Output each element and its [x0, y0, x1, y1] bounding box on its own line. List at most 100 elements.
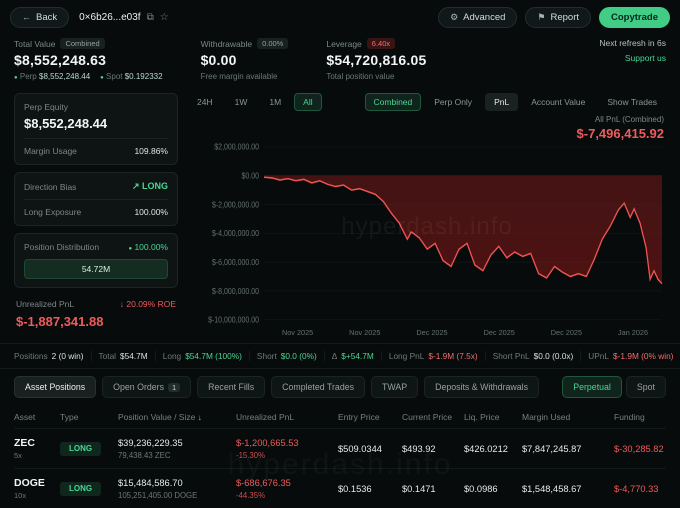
pnl-header-label: All PnL (Combined) [594, 115, 664, 124]
mode-pnl[interactable]: PnL [485, 93, 519, 111]
timeframe-1m[interactable]: 1M [260, 93, 290, 111]
column-header-type[interactable]: Type [60, 412, 118, 422]
summary-short: Short $0.0 (0%) [248, 351, 324, 361]
spot-value: $0.192332 [124, 72, 163, 81]
long-tag: LONG [60, 441, 102, 456]
tab-open-orders[interactable]: Open Orders 1 [102, 376, 192, 398]
tab-completed-trades[interactable]: Completed Trades [271, 376, 366, 398]
position-value-cell: $39,236,229.35 79,438.43 ZEC [118, 438, 236, 460]
current-price: $493.92 [402, 443, 436, 454]
sort-descending-icon: ↓ [197, 413, 202, 422]
timeframe-24h[interactable]: 24H [188, 93, 222, 111]
unrealized-pnl-cell: $-686,676.35 -44.35% [236, 478, 338, 500]
mode-perp-only[interactable]: Perp Only [425, 93, 481, 111]
position-distribution-card: Position Distribution ● 100.00% 54.72M [14, 233, 178, 288]
stat-leverage: Leverage 6.40x $54,720,816.05 Total posi… [326, 38, 426, 81]
chart-controls: 24H 1W 1M All Combined Perp Only PnL Account V… [188, 93, 666, 111]
margin-used: $1,548,458.67 [522, 483, 582, 494]
type-cell: LONG [60, 441, 118, 456]
spot-label: Spot [106, 72, 123, 81]
spot-dot-icon: ● [100, 75, 104, 81]
perp-equity-value: $8,552,248.44 [24, 116, 108, 131]
stats-right: Next refresh in 6s Support us [599, 38, 666, 63]
margin-used-cell: $7,847,245.87 [522, 444, 614, 454]
back-label: Back [36, 11, 58, 23]
tab-twap[interactable]: TWAP [371, 376, 419, 398]
column-header-position-value-size[interactable]: Position Value / Size ↓ [118, 412, 236, 422]
summary-value: $-1.9M (0% win) [613, 351, 674, 361]
copytrade-button[interactable]: Copytrade [599, 6, 670, 28]
asset-leverage: 10x [14, 491, 27, 500]
tab-recent-fills[interactable]: Recent Fills [197, 376, 266, 398]
asset-symbol: DOGE [14, 477, 45, 489]
y-axis-tick: $-4,000,000.00 [212, 229, 259, 239]
timeframe-group: 24H 1W 1M All [188, 93, 322, 111]
table-row-doge[interactable]: DOGE 10x LONG $15,484,586.70 105,251,405.00 … [14, 468, 666, 508]
column-header-label: Asset [14, 412, 36, 422]
column-header-unrealized-pnl[interactable]: Unrealized PnL [236, 412, 338, 422]
market-perpetual[interactable]: Perpetual [562, 376, 622, 398]
table-header: Asset Type Position Value / Size ↓ Unrealiz… [14, 405, 666, 428]
column-header-margin-used[interactable]: Margin Used [522, 412, 614, 422]
column-header-current-price[interactable]: Current Price [402, 412, 464, 422]
back-arrow-icon: ← [22, 12, 31, 22]
arrow-down-icon: ↓ [119, 299, 124, 309]
distribution-bar-label: 54.72M [81, 264, 111, 274]
timeframe-1w[interactable]: 1W [226, 93, 257, 111]
side-panel: Perp Equity $8,552,248.44 Margin Usage 1… [14, 93, 178, 341]
long-tag: LONG [60, 481, 102, 496]
mode-combined[interactable]: Combined [364, 93, 422, 111]
direction-bias-value: LONG [142, 181, 168, 191]
asset-leverage: 5x [14, 451, 22, 460]
table-row-zec[interactable]: ZEC 5x LONG $39,236,229.35 79,438.43 ZEC $-1,… [14, 428, 666, 468]
pnl-chart[interactable]: $2,000,000.00 $0.00 $-2,000,000.00 $-4,000,… [188, 141, 666, 328]
advanced-button[interactable]: ⚙ Advanced [438, 6, 518, 28]
long-exposure-label: Long Exposure [24, 207, 82, 217]
market-spot[interactable]: Spot [625, 376, 666, 398]
summary-short-pnl: Short PnL $0.0 (0.0x) [484, 351, 581, 361]
column-header-asset[interactable]: Asset [14, 412, 60, 422]
unrealized-pnl-card: Unrealized PnL ↓ 20.09% ROE $-1,887,341.… [14, 295, 178, 333]
summary-value: $0.0 (0.0x) [533, 351, 574, 361]
summary-label: Positions [14, 351, 48, 361]
copy-icon[interactable]: ⧉ [146, 11, 154, 23]
summary-total: Total $54.7M [90, 351, 155, 361]
combined-tag: Combined [60, 38, 105, 49]
tab-deposits-withdrawals[interactable]: Deposits & Withdrawals [424, 376, 539, 398]
y-axis-tick: $-8,000,000.00 [212, 286, 259, 296]
liq-price-cell: $0.0986 [464, 484, 522, 494]
mode-account-value[interactable]: Account Value [522, 93, 594, 111]
mode-show-trades[interactable]: Show Trades [598, 93, 666, 111]
timeframe-all[interactable]: All [294, 93, 322, 111]
tab-asset-positions[interactable]: Asset Positions [14, 376, 97, 398]
liq-price: $0.0986 [464, 483, 498, 494]
summary-value: 2 (0 win) [51, 351, 84, 361]
tab-label: Deposits & Withdrawals [435, 382, 528, 392]
report-button[interactable]: ⚑ Report [525, 6, 592, 28]
positions-summary-strip: Positions 2 (0 win) Total $54.7M Long $54.7M … [0, 343, 680, 369]
column-header-funding[interactable]: Funding [614, 412, 666, 422]
y-axis-tick: $-6,000,000.00 [212, 257, 259, 267]
margin-used: $7,847,245.87 [522, 443, 582, 454]
support-us-link[interactable]: Support us [624, 53, 666, 63]
table-body: ZEC 5x LONG $39,236,229.35 79,438.43 ZEC $-1,… [14, 428, 666, 508]
unrealized-pnl: $-1,200,665.53 [236, 437, 299, 448]
leverage-label: Leverage [326, 38, 362, 49]
position-value: $39,236,229.35 [118, 437, 183, 448]
x-axis-tick: Nov 2025 [281, 328, 314, 337]
column-header-liq-price[interactable]: Liq. Price [464, 412, 522, 422]
summary-long-pnl: Long PnL $-1.9M (7.5x) [380, 351, 485, 361]
column-header-entry-price[interactable]: Entry Price [338, 412, 402, 422]
tab-label: Open Orders [113, 382, 164, 392]
unrealized-pnl-label: Unrealized PnL [16, 299, 75, 309]
pnl-header-value: $-7,496,415.92 [576, 126, 664, 141]
star-icon[interactable]: ☆ [159, 11, 169, 23]
unrealized-pnl-value: $-1,887,341.88 [16, 314, 104, 329]
distribution-bar: 54.72M [24, 259, 168, 279]
current-price-cell: $493.92 [402, 444, 464, 454]
direction-bias-label: Direction Bias [24, 181, 77, 192]
roe-value: 20.09% ROE [126, 299, 176, 309]
refresh-countdown: Next refresh in 6s [599, 38, 666, 48]
back-button[interactable]: ← Back [10, 6, 70, 28]
x-axis-tick: Dec 2025 [550, 328, 583, 337]
